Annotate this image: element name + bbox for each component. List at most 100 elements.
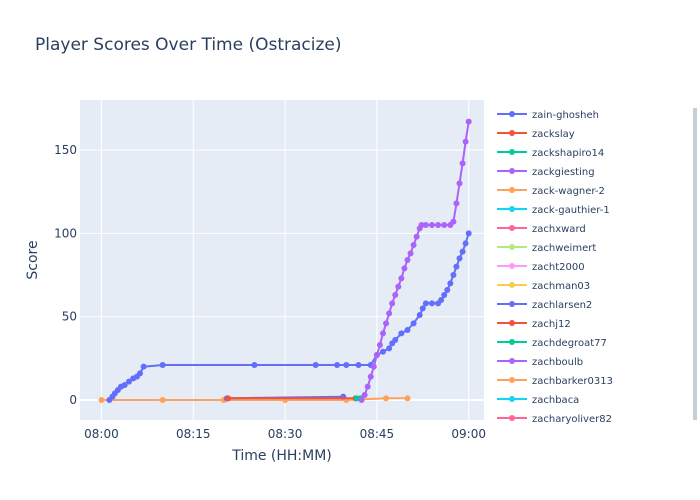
legend-label: zack-gauthier-1: [532, 205, 610, 216]
data-point: [404, 327, 411, 333]
legend-item[interactable]: zackgiesting: [497, 167, 595, 178]
legend-marker: [509, 396, 515, 402]
data-point: [404, 257, 411, 263]
data-point: [383, 320, 390, 327]
legend-item[interactable]: zackslay: [497, 129, 575, 140]
data-point: [367, 373, 374, 380]
data-point: [334, 362, 341, 368]
data-point: [450, 218, 457, 225]
data-point: [419, 305, 426, 312]
legend-item[interactable]: zachbarker0313: [497, 376, 613, 387]
data-point: [407, 250, 414, 257]
legend-item[interactable]: zachbaca: [497, 395, 579, 406]
data-point: [380, 348, 386, 355]
legend-marker: [509, 282, 515, 288]
legend-marker: [509, 415, 515, 421]
legend-label: zachbarker0313: [532, 376, 613, 387]
data-point: [465, 118, 472, 125]
legend-marker: [509, 149, 515, 155]
legend-item[interactable]: zachweimert: [497, 243, 596, 254]
legend-marker: [509, 339, 515, 345]
y-tick-label: 0: [69, 393, 77, 407]
data-point: [389, 300, 396, 307]
data-point: [121, 382, 128, 388]
data-point: [422, 222, 429, 228]
x-tick-label: 08:30: [268, 427, 303, 441]
legend-item[interactable]: zachman03: [497, 281, 590, 292]
data-point: [441, 222, 448, 228]
y-tick-label: 150: [54, 143, 77, 157]
legend-marker: [509, 187, 515, 193]
legend-label: zackgiesting: [532, 167, 595, 178]
series-zain-ghosheh: [106, 230, 472, 403]
data-point: [386, 310, 393, 317]
legend-label: zacht2000: [532, 262, 585, 273]
data-point: [447, 280, 454, 287]
data-point: [413, 233, 420, 240]
legend-label: zack-wagner-2: [532, 186, 605, 197]
data-point: [428, 300, 435, 307]
data-point: [450, 272, 457, 278]
data-point: [373, 352, 380, 358]
data-point: [383, 395, 390, 402]
legend[interactable]: zain-ghosheh zackslay zackshapiro14 zackgie…: [497, 110, 613, 425]
data-point: [358, 397, 365, 403]
legend-item[interactable]: zacharyoliver82: [497, 414, 612, 425]
legend-item[interactable]: zachdegroat77: [497, 338, 607, 349]
data-point: [441, 292, 448, 298]
data-point: [398, 330, 405, 337]
data-point: [364, 383, 371, 390]
series-layer: [98, 118, 472, 403]
data-point: [140, 363, 147, 370]
data-point: [456, 180, 463, 187]
data-point: [453, 200, 460, 207]
legend-marker: [509, 377, 515, 383]
data-point: [418, 222, 425, 228]
data-point: [465, 230, 472, 237]
legend-item[interactable]: zack-gauthier-1: [497, 205, 610, 216]
x-axis-title: Time (HH:MM): [231, 448, 332, 464]
tick-labels: 08:00 08:15 08:30 08:45 09:00 0 50 100 150: [54, 143, 486, 441]
data-point: [392, 337, 399, 343]
legend-scrollbar[interactable]: [693, 108, 697, 420]
data-point: [401, 265, 408, 272]
legend-item[interactable]: zain-ghosheh: [497, 110, 599, 121]
legend-item[interactable]: zachj12: [497, 319, 571, 330]
data-point: [459, 160, 466, 167]
legend-marker: [509, 225, 515, 231]
legend-label: zain-ghosheh: [532, 110, 599, 121]
data-point: [386, 345, 393, 352]
legend-item[interactable]: zack-wagner-2: [497, 186, 605, 197]
legend-item[interactable]: zackshapiro14: [497, 148, 604, 159]
legend-marker: [509, 244, 515, 250]
series-zackgiesting: [358, 118, 472, 403]
chart-title: Player Scores Over Time (Ostracize): [35, 35, 342, 55]
data-point: [395, 283, 402, 290]
data-point: [410, 242, 417, 248]
data-point: [462, 138, 469, 145]
data-point: [422, 300, 429, 307]
data-point: [404, 395, 411, 402]
data-point: [462, 240, 469, 247]
y-tick-label: 50: [62, 310, 77, 324]
legend-item[interactable]: zacht2000: [497, 262, 585, 273]
legend-item[interactable]: zachlarsen2: [497, 300, 592, 311]
data-point: [343, 362, 350, 368]
legend-label: zachboulb: [532, 357, 583, 368]
data-point: [459, 248, 466, 255]
legend-marker: [509, 130, 515, 136]
legend-marker: [509, 301, 515, 307]
data-point: [392, 292, 399, 298]
y-axis-title: Score: [25, 240, 41, 279]
data-point: [361, 392, 368, 398]
data-point: [159, 362, 166, 368]
x-tick-label: 08:00: [84, 427, 119, 441]
legend-item[interactable]: zachxward: [497, 224, 586, 235]
legend-marker: [509, 111, 515, 117]
data-point: [453, 263, 460, 270]
data-point: [98, 397, 105, 403]
data-point: [376, 342, 383, 348]
legend-marker: [509, 263, 515, 269]
legend-item[interactable]: zachboulb: [497, 357, 583, 368]
legend-label: zachbaca: [532, 395, 579, 406]
